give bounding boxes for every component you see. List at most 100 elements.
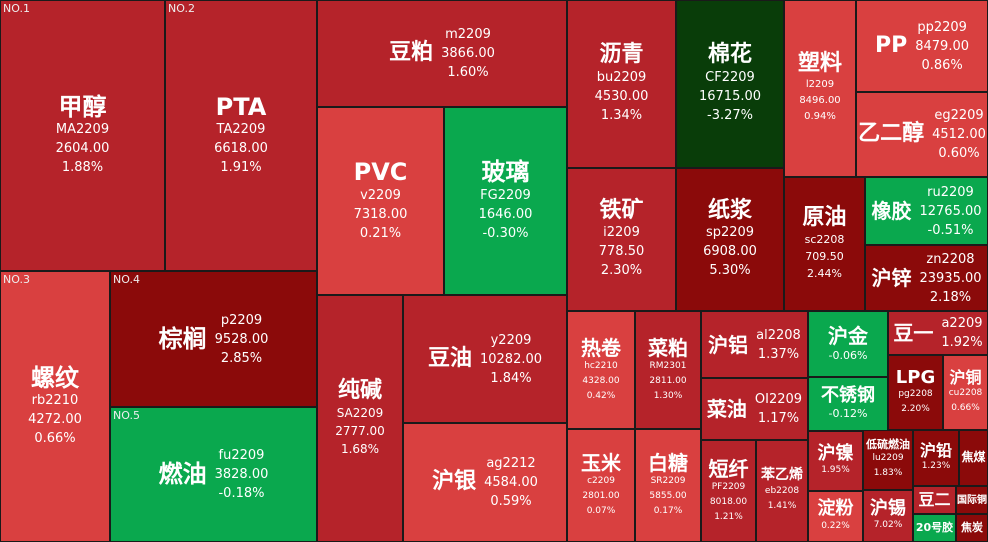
tile-jiaotan[interactable]: 焦炭 bbox=[956, 514, 988, 542]
contract-code: eb2208 bbox=[764, 485, 800, 496]
tile-huqian[interactable]: 沪铅 1.23% bbox=[913, 430, 959, 486]
contract-price: 9528.00 bbox=[214, 331, 269, 347]
tile-luowen[interactable]: NO.3 螺纹 rb2210 4272.00 0.66% bbox=[0, 271, 110, 542]
tile-doupo[interactable]: 豆粕 m2209 3866.00 1.60% bbox=[317, 0, 567, 107]
tile-zhijiang[interactable]: 纸浆 sp2209 6908.00 5.30% bbox=[676, 168, 784, 311]
rank-label: NO.1 bbox=[3, 2, 30, 15]
tile-douyi[interactable]: 豆一 a2209 1.92% bbox=[888, 311, 988, 355]
contract-price: 709.50 bbox=[805, 249, 844, 263]
tile-huxin[interactable]: 沪锌 zn2208 23935.00 2.18% bbox=[865, 245, 988, 311]
contract-pct: 0.94% bbox=[804, 110, 836, 122]
tile-xiangjiao[interactable]: 橡胶 ru2209 12765.00 -0.51% bbox=[865, 177, 988, 245]
contract-pct: -0.51% bbox=[927, 222, 974, 238]
tile-rejuan[interactable]: 热卷 hc2210 4328.00 0.42% bbox=[567, 311, 635, 429]
tile-diliu[interactable]: 低硫燃油 lu2209 1.83% bbox=[863, 430, 913, 490]
contract-pct: 1.17% bbox=[757, 411, 800, 426]
tile-huyin[interactable]: 沪银 ag2212 4584.00 0.59% bbox=[403, 423, 567, 542]
contract-name: 豆二 bbox=[918, 490, 951, 510]
tile-hujin[interactable]: 沪金 -0.06% bbox=[808, 311, 888, 377]
tile-boli[interactable]: 玻璃 FG2209 1646.00 -0.30% bbox=[444, 107, 567, 295]
tile-lpg[interactable]: LPG pg2208 2.20% bbox=[888, 355, 943, 430]
contract-pct: 1.95% bbox=[821, 465, 850, 476]
contract-code: FG2209 bbox=[480, 187, 531, 203]
tile-chunjian[interactable]: 纯碱 SA2209 2777.00 1.68% bbox=[317, 295, 403, 542]
contract-name: 沪铝 bbox=[708, 332, 749, 357]
tile-jiaomei[interactable]: 焦煤 bbox=[959, 430, 988, 486]
contract-name: 苯乙烯 bbox=[761, 467, 803, 484]
tile-mianhua[interactable]: 棉花 CF2209 16715.00 -3.27% bbox=[676, 0, 784, 168]
contract-pct: -0.30% bbox=[482, 225, 529, 241]
tile-guoji[interactable]: 国际铜 bbox=[956, 486, 988, 514]
contract-pct: 1.84% bbox=[490, 370, 532, 386]
contract-name: 螺纹 bbox=[30, 363, 79, 392]
tile-yumi[interactable]: 玉米 c2209 2801.00 0.07% bbox=[567, 429, 635, 542]
contract-code: lu2209 bbox=[872, 453, 904, 464]
contract-name: 不锈钢 bbox=[821, 384, 875, 406]
contract-name: 沪锡 bbox=[870, 497, 906, 519]
contract-code: ru2209 bbox=[927, 184, 974, 200]
tile-erlinghao[interactable]: 20号胶 bbox=[913, 514, 956, 542]
tile-douyou[interactable]: 豆油 y2209 10282.00 1.84% bbox=[403, 295, 567, 423]
tile-hutong[interactable]: 沪铜 cu2208 0.66% bbox=[943, 355, 988, 430]
tile-yuanyou[interactable]: 原油 sc2208 709.50 2.44% bbox=[784, 177, 865, 311]
contract-name: 淀粉 bbox=[817, 498, 854, 520]
contract-name: 铁矿 bbox=[599, 197, 644, 223]
tile-liqing[interactable]: 沥青 bu2209 4530.00 1.34% bbox=[567, 0, 676, 168]
tile-jiachun[interactable]: NO.1 甲醇 MA2209 2604.00 1.88% bbox=[0, 0, 165, 271]
contract-name: 20号胶 bbox=[915, 520, 954, 534]
tile-zonglv[interactable]: NO.4 棕榈 p2209 9528.00 2.85% bbox=[110, 271, 317, 407]
tile-suliao[interactable]: 塑料 l2209 8496.00 0.94% bbox=[784, 0, 856, 177]
contract-name: 焦煤 bbox=[961, 450, 986, 465]
contract-price: 6618.00 bbox=[214, 141, 268, 157]
contract-code: rb2210 bbox=[31, 393, 79, 409]
contract-name: 沪银 bbox=[432, 469, 477, 495]
contract-pct: -0.18% bbox=[218, 486, 265, 501]
contract-name: 纸浆 bbox=[707, 197, 752, 223]
tile-dianfen[interactable]: 淀粉 0.22% bbox=[808, 491, 863, 542]
tile-pp[interactable]: PP pp2209 8479.00 0.86% bbox=[856, 0, 988, 92]
tile-huxi[interactable]: 沪锡 7.02% bbox=[863, 490, 913, 542]
contract-pct: 0.21% bbox=[359, 225, 402, 241]
contract-pct: 0.66% bbox=[34, 431, 76, 447]
tile-pta[interactable]: NO.2 PTA TA2209 6618.00 1.91% bbox=[165, 0, 317, 271]
rank-label: NO.3 bbox=[3, 273, 30, 286]
tile-ranyou[interactable]: NO.5 燃油 fu2209 3828.00 -0.18% bbox=[110, 407, 317, 542]
contract-code: a2209 bbox=[941, 316, 983, 331]
contract-name: 沪铅 bbox=[919, 440, 952, 460]
contract-pct: 1.34% bbox=[600, 107, 643, 123]
contract-price: 12765.00 bbox=[919, 203, 982, 219]
tile-caiyou[interactable]: 菜油 OI2209 1.17% bbox=[701, 378, 808, 440]
contract-name: 沥青 bbox=[599, 42, 644, 68]
contract-code: eg2209 bbox=[934, 108, 984, 123]
contract-price: 2777.00 bbox=[335, 423, 385, 438]
tile-hunie[interactable]: 沪镍 1.95% bbox=[808, 431, 863, 491]
contract-pct: 0.22% bbox=[821, 520, 850, 531]
tile-baitang[interactable]: 白糖 SR2209 5855.00 0.17% bbox=[635, 429, 701, 542]
contract-name: 焦炭 bbox=[961, 520, 983, 534]
contract-name: 豆粕 bbox=[389, 40, 434, 66]
contract-code: y2209 bbox=[490, 332, 532, 348]
tile-douer[interactable]: 豆二 bbox=[913, 486, 956, 514]
contract-pct: -3.27% bbox=[707, 107, 753, 123]
contract-pct: 1.91% bbox=[220, 160, 262, 176]
tile-caipo[interactable]: 菜粕 RM2301 2811.00 1.30% bbox=[635, 311, 701, 429]
contract-code: al2208 bbox=[756, 327, 801, 343]
contract-pct: 0.42% bbox=[586, 390, 616, 401]
tile-hulv[interactable]: 沪铝 al2208 1.37% bbox=[701, 311, 808, 378]
rank-label: NO.2 bbox=[168, 2, 195, 15]
contract-name: 棉花 bbox=[707, 42, 752, 68]
tile-pvc[interactable]: PVC v2209 7318.00 0.21% bbox=[317, 107, 444, 295]
tile-tiekuang[interactable]: 铁矿 i2209 778.50 2.30% bbox=[567, 168, 676, 311]
contract-pct: 0.86% bbox=[921, 57, 963, 73]
contract-code: m2209 bbox=[445, 27, 491, 42]
contract-code: p2209 bbox=[220, 312, 263, 328]
tile-duanxian[interactable]: 短纤 PF2209 8018.00 1.21% bbox=[701, 440, 756, 542]
tile-buxiugang[interactable]: 不锈钢 -0.12% bbox=[808, 377, 888, 431]
contract-name: 低硫燃油 bbox=[866, 437, 910, 451]
contract-code: v2209 bbox=[360, 187, 401, 203]
contract-name: PVC bbox=[353, 158, 408, 187]
tile-yierchun[interactable]: 乙二醇 eg2209 4512.00 0.60% bbox=[856, 92, 988, 177]
contract-name: 玉米 bbox=[581, 451, 621, 475]
tile-benyixi[interactable]: 苯乙烯 eb2208 1.41% bbox=[756, 440, 808, 542]
